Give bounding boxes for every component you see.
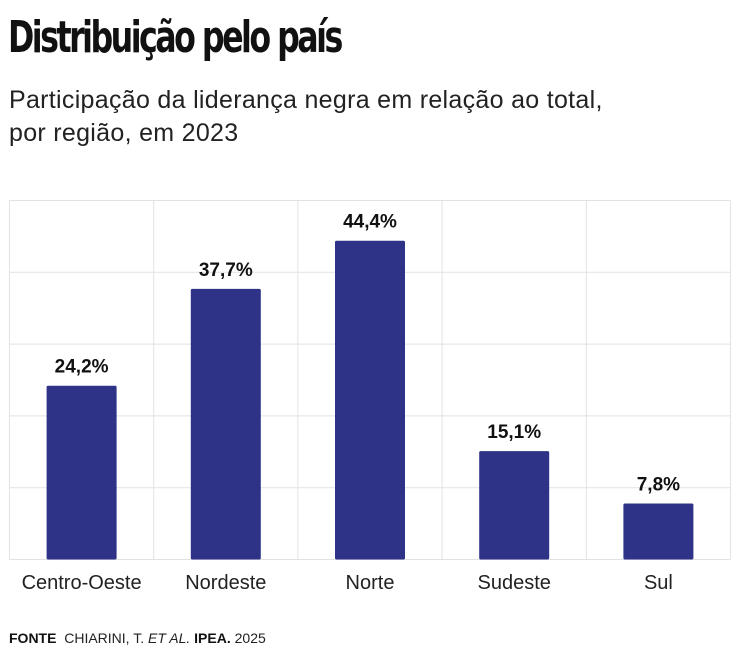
bar-sudeste	[479, 451, 550, 560]
x-tick-label: Sudeste	[478, 572, 551, 594]
chart-title: Distribuição pelo país	[8, 12, 343, 63]
bar-nordeste	[190, 288, 261, 560]
x-tick-label: Nordeste	[185, 572, 266, 594]
bar-sul	[623, 503, 694, 560]
source-label: FONTE	[9, 630, 57, 646]
source-year: 2025	[234, 630, 266, 646]
chart-subtitle: Participação da liderança negra em relaç…	[9, 86, 603, 147]
data-label: 37,7%	[199, 260, 253, 281]
source-note: FONTE CHIARINI, T. ET AL. IPEA. 2025	[9, 630, 266, 646]
x-tick-label: Centro-Oeste	[22, 572, 142, 594]
data-label: 7,8%	[637, 474, 680, 495]
source-publisher: IPEA.	[194, 630, 231, 646]
data-label: 44,4%	[343, 212, 397, 233]
source-author: CHIARINI, T.	[64, 630, 145, 646]
data-label: 15,1%	[487, 422, 541, 443]
bar-centro-oeste	[46, 385, 117, 560]
x-tick-label: Norte	[346, 572, 395, 594]
x-tick-label: Sul	[644, 572, 673, 594]
bar-norte	[335, 240, 405, 560]
source-etal: ET AL.	[148, 630, 191, 646]
data-label: 24,2%	[55, 357, 109, 378]
